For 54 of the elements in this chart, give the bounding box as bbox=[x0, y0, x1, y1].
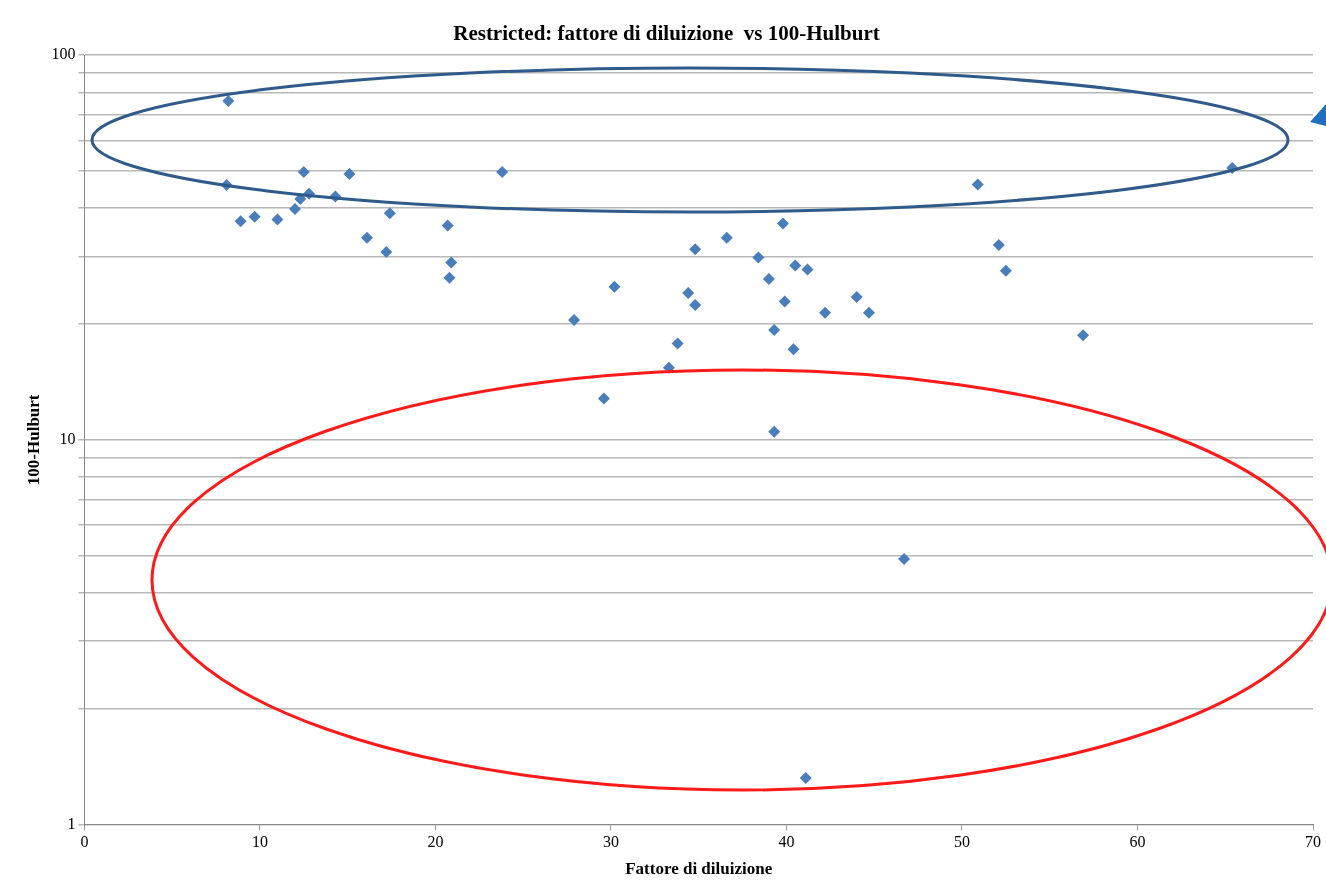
x-tick-label: 60 bbox=[1129, 833, 1146, 851]
chart-title: Restricted: fattore di diluizione vs 100-Hulburt bbox=[453, 21, 880, 46]
point bbox=[608, 280, 621, 293]
point bbox=[441, 219, 454, 232]
point bbox=[289, 203, 302, 216]
x-tick-label: 70 bbox=[1305, 833, 1321, 851]
point bbox=[689, 299, 702, 312]
y-tick-label: 100 bbox=[51, 45, 76, 63]
y-tick-label: 1 bbox=[67, 814, 76, 832]
x-tick-label: 30 bbox=[602, 833, 619, 851]
point bbox=[799, 772, 812, 785]
point bbox=[445, 256, 458, 269]
point bbox=[383, 207, 396, 220]
point bbox=[297, 165, 310, 178]
point bbox=[689, 243, 702, 256]
x-tick-label: 40 bbox=[778, 833, 795, 851]
x-tick-label: 50 bbox=[953, 833, 970, 851]
point bbox=[443, 271, 456, 284]
y-axis-title: 100-Hulburt bbox=[23, 394, 43, 486]
point bbox=[671, 337, 684, 350]
point bbox=[271, 213, 284, 226]
point bbox=[971, 178, 984, 191]
x-tick-label: 0 bbox=[80, 833, 89, 851]
point bbox=[768, 425, 781, 438]
point bbox=[234, 215, 247, 228]
x-axis-title: Fattore di diluizione bbox=[625, 859, 773, 879]
point bbox=[898, 552, 911, 565]
point bbox=[360, 231, 373, 244]
point bbox=[819, 306, 832, 319]
x-tick-label: 10 bbox=[251, 833, 268, 851]
point bbox=[343, 168, 356, 181]
point bbox=[778, 295, 791, 308]
point bbox=[789, 259, 802, 272]
point bbox=[720, 231, 733, 244]
point bbox=[992, 239, 1005, 251]
point bbox=[380, 245, 393, 258]
point bbox=[682, 286, 695, 299]
y-tick-label: 10 bbox=[59, 430, 76, 447]
point bbox=[862, 306, 875, 319]
point bbox=[787, 343, 800, 356]
point bbox=[762, 272, 775, 285]
point bbox=[999, 264, 1012, 277]
point bbox=[850, 291, 863, 304]
point bbox=[568, 313, 581, 326]
point bbox=[1077, 329, 1090, 342]
point bbox=[752, 251, 765, 264]
point bbox=[496, 165, 509, 178]
point bbox=[248, 210, 261, 223]
point bbox=[597, 392, 610, 405]
point bbox=[768, 323, 781, 336]
x-tick-label: 20 bbox=[427, 833, 444, 851]
point bbox=[801, 263, 814, 276]
point bbox=[222, 95, 235, 108]
point bbox=[776, 217, 789, 230]
